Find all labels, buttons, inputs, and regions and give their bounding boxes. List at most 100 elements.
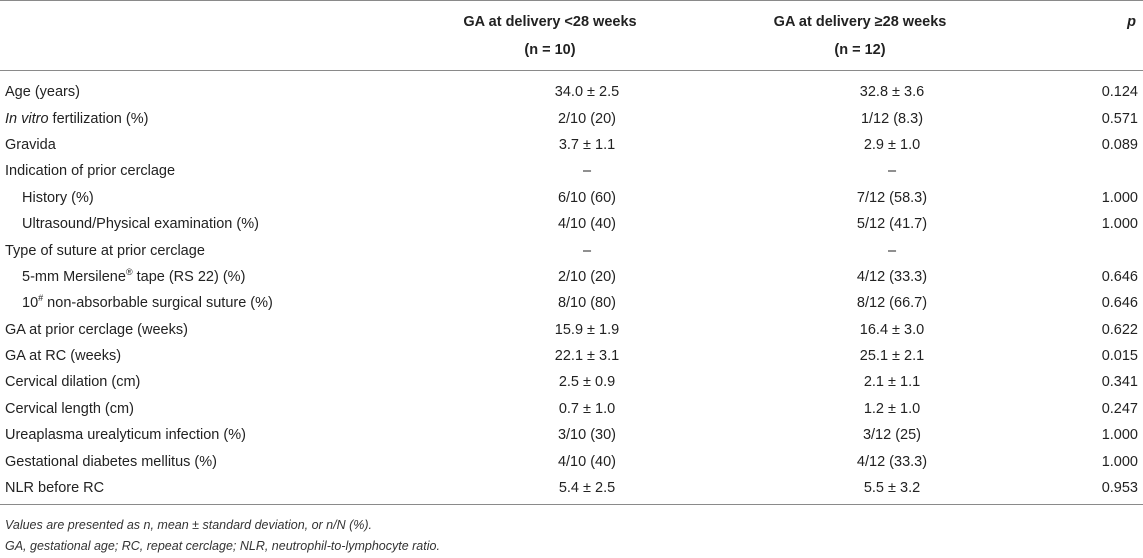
- row-label-post: tape (RS 22) (%): [132, 268, 246, 285]
- cell-lt28: 0.7 ± 1.0: [558, 400, 616, 417]
- header-group-ge28-title: GA at delivery ≥28 weeks: [773, 14, 947, 30]
- registered-mark: ®: [125, 267, 133, 278]
- row-label-pre: 10: [22, 295, 39, 312]
- cell-ge28: 3/12 (25): [862, 427, 922, 444]
- cell-ge28: 2.9 ± 1.0: [863, 136, 921, 153]
- cell-ge28: –: [887, 163, 897, 180]
- cell-p: [1072, 158, 1143, 184]
- cell-lt28: 6/10 (60): [557, 189, 617, 206]
- row-label: 5-mm Mersilene® tape (RS 22) (%): [0, 264, 462, 290]
- cell-p: 1.000: [1101, 189, 1138, 206]
- table-row: Ureaplasma urealyticum infection (%) 3/1…: [0, 422, 1143, 448]
- cell-ge28: 1/12 (8.3): [860, 110, 924, 127]
- cell-ge28: 16.4 ± 3.0: [859, 321, 925, 338]
- cell-lt28: 4/10 (40): [557, 216, 617, 233]
- row-label: Cervical length (cm): [5, 400, 134, 417]
- row-label: Cervical dilation (cm): [5, 374, 141, 391]
- cell-p: 0.646: [1101, 295, 1138, 312]
- cell-ge28: 8/12 (66.7): [856, 295, 928, 312]
- table-row: Indication of prior cerclage – –: [0, 158, 1143, 184]
- row-label: Ultrasound/Physical examination (%): [22, 216, 259, 233]
- cell-ge28: 5/12 (41.7): [856, 216, 928, 233]
- header-rule: [0, 70, 1143, 71]
- cell-ge28: 2.1 ± 1.1: [863, 374, 921, 391]
- header-group-lt28-n: (n = 10): [524, 42, 576, 58]
- cell-lt28: –: [582, 163, 592, 180]
- table-row: Type of suture at prior cerclage – –: [0, 237, 1143, 263]
- row-label: Indication of prior cerclage: [5, 163, 176, 180]
- row-label: NLR before RC: [5, 480, 105, 497]
- cell-lt28: 34.0 ± 2.5: [554, 84, 620, 101]
- table-row: 5-mm Mersilene® tape (RS 22) (%) 2/10 (2…: [0, 264, 1143, 290]
- row-label: Ureaplasma urealyticum infection (%): [5, 427, 246, 444]
- cell-lt28: 2.5 ± 0.9: [558, 374, 616, 391]
- table-row: In vitro fertilization (%) 2/10 (20) 1/1…: [0, 105, 1143, 131]
- row-label: History (%): [22, 189, 94, 206]
- hash-mark: #: [38, 293, 44, 304]
- cell-p: [1072, 237, 1143, 263]
- cell-p: 0.341: [1101, 374, 1138, 391]
- cell-p: 0.124: [1101, 84, 1138, 101]
- row-label-post: non-absorbable surgical suture (%): [43, 295, 273, 312]
- cell-p: 1.000: [1101, 427, 1138, 444]
- cell-p: 1.000: [1101, 453, 1138, 470]
- table-row: Ultrasound/Physical examination (%) 4/10…: [0, 211, 1143, 237]
- cell-p: 1.000: [1101, 216, 1138, 233]
- bottom-rule: [0, 504, 1143, 505]
- table-row: History (%) 6/10 (60) 7/12 (58.3) 1.000: [0, 185, 1143, 211]
- cell-p: 0.571: [1101, 110, 1138, 127]
- table-row: Cervical length (cm) 0.7 ± 1.0 1.2 ± 1.0…: [0, 396, 1143, 422]
- row-label: Gravida: [5, 136, 56, 153]
- row-label: Gestational diabetes mellitus (%): [5, 453, 217, 470]
- table-row: GA at RC (weeks) 22.1 ± 3.1 25.1 ± 2.1 0…: [0, 343, 1143, 369]
- cell-ge28: 25.1 ± 2.1: [859, 348, 925, 365]
- table-row: 10# non-absorbable surgical suture (%) 8…: [0, 290, 1143, 316]
- table-row: Gravida 3.7 ± 1.1 2.9 ± 1.0 0.089: [0, 132, 1143, 158]
- cell-lt28: 2/10 (20): [557, 110, 617, 127]
- cell-p: 0.646: [1101, 268, 1138, 285]
- row-label: GA at RC (weeks): [5, 348, 122, 365]
- row-label: In vitro fertilization (%): [0, 105, 462, 131]
- cell-lt28: 15.9 ± 1.9: [554, 321, 620, 338]
- cell-ge28: 5.5 ± 3.2: [863, 480, 921, 497]
- table-row: Cervical dilation (cm) 2.5 ± 0.9 2.1 ± 1…: [0, 369, 1143, 395]
- cell-p: 0.089: [1101, 136, 1138, 153]
- cell-p: 0.247: [1101, 400, 1138, 417]
- cell-ge28: 4/12 (33.3): [856, 268, 928, 285]
- cell-ge28: 32.8 ± 3.6: [859, 84, 925, 101]
- header-p-value: p: [1127, 14, 1136, 30]
- row-label: 10# non-absorbable surgical suture (%): [0, 290, 462, 316]
- table-row: NLR before RC 5.4 ± 2.5 5.5 ± 3.2 0.953: [0, 475, 1143, 501]
- header-group-ge28-n: (n = 12): [834, 42, 886, 58]
- row-label: Type of suture at prior cerclage: [5, 242, 205, 259]
- data-table: Age (years) 34.0 ± 2.5 32.8 ± 3.6 0.124 …: [0, 79, 1143, 501]
- cell-p: 0.953: [1101, 480, 1138, 497]
- cell-ge28: 4/12 (33.3): [856, 453, 928, 470]
- row-label-rest: fertilization (%): [48, 110, 149, 127]
- cell-p: 0.015: [1101, 348, 1138, 365]
- row-label: Age (years): [5, 84, 80, 101]
- footnote-abbreviations: GA, gestational age; RC, repeat cerclage…: [5, 539, 440, 553]
- cell-lt28: 8/10 (80): [557, 295, 617, 312]
- cell-lt28: –: [582, 242, 592, 259]
- row-label-pre: 5-mm Mersilene: [22, 268, 126, 285]
- cell-p: 0.622: [1101, 321, 1138, 338]
- footnote-values: Values are presented as n, mean ± standa…: [5, 518, 373, 532]
- table-row: Gestational diabetes mellitus (%) 4/10 (…: [0, 448, 1143, 474]
- cell-lt28: 4/10 (40): [557, 453, 617, 470]
- cell-lt28: 22.1 ± 3.1: [554, 348, 620, 365]
- top-rule: [0, 0, 1143, 1]
- row-label-italic: In vitro: [5, 110, 49, 127]
- cell-ge28: –: [887, 242, 897, 259]
- table-row: Age (years) 34.0 ± 2.5 32.8 ± 3.6 0.124: [0, 79, 1143, 105]
- header-group-lt28-title: GA at delivery <28 weeks: [463, 14, 637, 30]
- cell-lt28: 5.4 ± 2.5: [558, 480, 616, 497]
- table-row: GA at prior cerclage (weeks) 15.9 ± 1.9 …: [0, 317, 1143, 343]
- row-label: GA at prior cerclage (weeks): [5, 321, 188, 338]
- cell-ge28: 7/12 (58.3): [856, 189, 928, 206]
- header-group-ge28: GA at delivery ≥28 weeks (n = 12): [705, 12, 1015, 60]
- header-group-lt28: GA at delivery <28 weeks (n = 10): [400, 12, 700, 60]
- cell-lt28: 3.7 ± 1.1: [558, 136, 616, 153]
- cell-lt28: 2/10 (20): [557, 268, 617, 285]
